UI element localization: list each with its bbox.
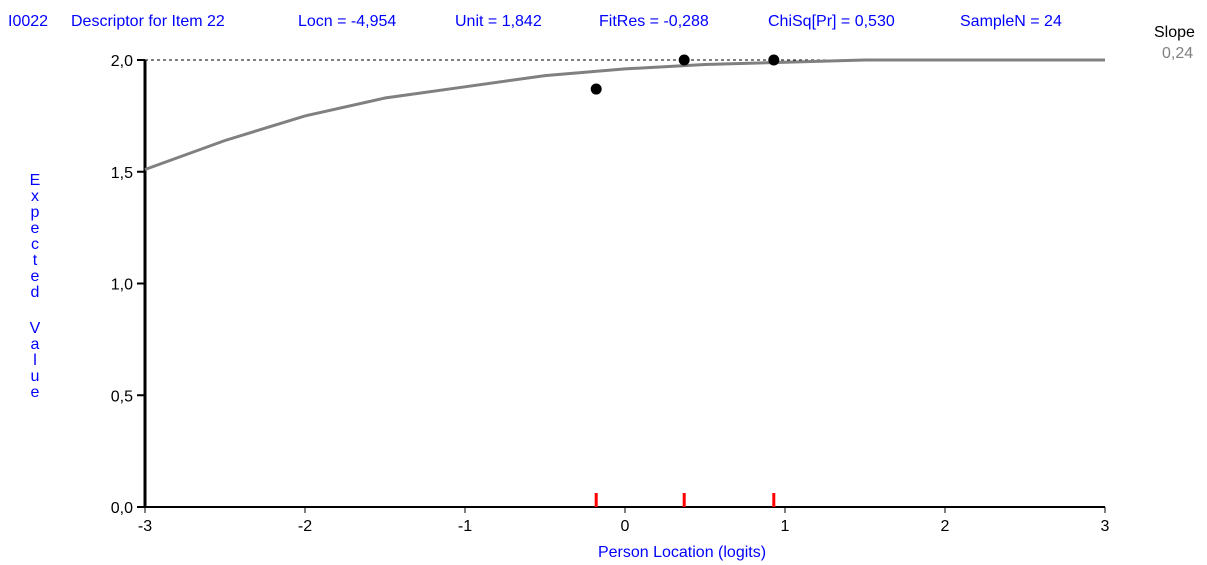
header-item-id: I0022	[8, 13, 48, 30]
y-axis-label-letter: e	[31, 220, 40, 237]
observed-point	[768, 54, 780, 66]
y-axis-label-letter: d	[31, 284, 40, 301]
y-axis-label-letter: E	[30, 172, 41, 189]
y-tick-label: 1,5	[111, 165, 133, 182]
y-axis-label-letter: t	[33, 252, 38, 269]
observed-points	[590, 54, 780, 95]
header-descriptor: Descriptor for Item 22	[71, 13, 225, 30]
y-axis-label-letter: V	[30, 320, 41, 337]
x-tick-label: -1	[458, 518, 472, 535]
y-axis-label-letter: p	[31, 204, 40, 221]
header-chisq: ChiSq[Pr] = 0,530	[768, 13, 895, 30]
x-tick-label: 0	[621, 518, 630, 535]
y-tick-label: 2,0	[111, 53, 133, 70]
y-tick-label: 0,5	[111, 388, 133, 405]
x-ticks: -3 -2 -1 0 1 2 3	[138, 507, 1110, 535]
y-axis-label-letter: a	[31, 336, 40, 353]
y-axis-label-letter: e	[31, 384, 40, 401]
y-tick-label: 0,0	[111, 500, 133, 517]
observed-point	[678, 54, 690, 66]
y-axis-label-letter: u	[31, 368, 40, 385]
header-samplen: SampleN = 24	[960, 13, 1062, 30]
header-locn: Locn = -4,954	[298, 13, 396, 30]
slope-label: Slope	[1154, 24, 1195, 41]
x-axis-label: Person Location (logits)	[598, 544, 766, 561]
y-axis-label-letter: x	[31, 188, 39, 205]
y-axis-label-letter: c	[31, 236, 39, 253]
class-interval-marks	[594, 493, 776, 507]
x-tick-label: -2	[298, 518, 312, 535]
header-unit: Unit = 1,842	[455, 13, 542, 30]
y-axis-label-letter: l	[33, 352, 37, 369]
x-tick-label: -3	[138, 518, 152, 535]
x-tick-label: 3	[1101, 518, 1110, 535]
y-ticks: 0,0 0,5 1,0 1,5 2,0	[111, 53, 145, 517]
expected-value-curve	[144, 58, 1105, 171]
x-tick-label: 1	[781, 518, 790, 535]
x-tick-label: 2	[941, 518, 950, 535]
header-fitres: FitRes = -0,288	[599, 13, 709, 30]
y-axis-label-letter: e	[31, 268, 40, 285]
observed-point	[590, 83, 602, 95]
slope-value: 0,24	[1162, 45, 1193, 62]
y-tick-label: 1,0	[111, 277, 133, 294]
